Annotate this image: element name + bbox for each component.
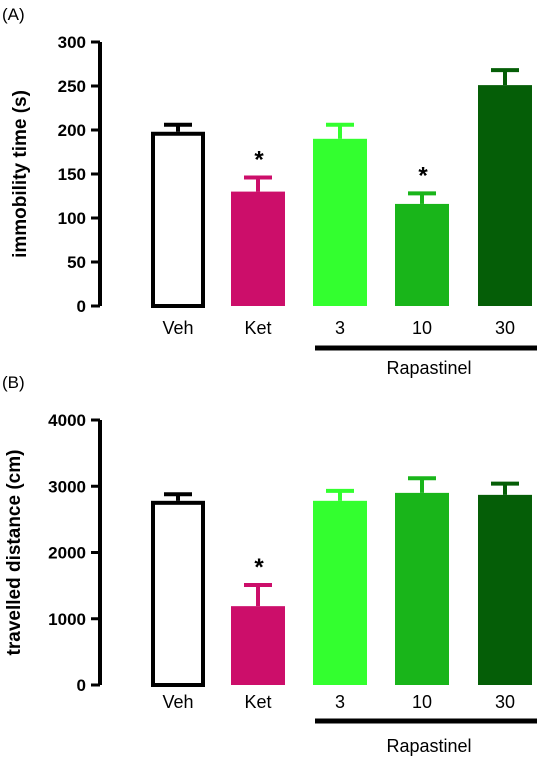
panel-a-bar-10 [395,203,449,306]
panel-a-x-tick-label: Ket [244,318,271,338]
panel-a-y-tick-label: 300 [58,33,86,52]
panel-a-x-tick-label: 3 [335,318,345,338]
panel-b-bar-10 [395,492,449,685]
panel-a-y-tick-label: 200 [58,121,86,140]
panel-b-x-tick-label: Ket [244,692,271,712]
panel-b-label: (B) [2,373,25,392]
panel-b-bar-ket [231,606,285,685]
panel-b-bar-veh [151,500,205,688]
panel-a-bar-30 [478,85,532,307]
panel-a-x-tick-label: 10 [412,318,432,338]
panel-a-significance-star: * [254,147,264,174]
panel-a-y-axis-title: immobility time (s) [10,90,31,258]
panel-a-y-tick-label: 150 [58,165,86,184]
panel-b-y-tick-label: 0 [77,676,86,695]
panel-a-bar-ket [231,191,285,306]
panel-a-significance-star: * [418,162,428,189]
panel-b-group-label: Rapastinel [386,736,471,756]
panel-a-bar-veh [151,131,205,308]
panel-a-y-tick-label: 100 [58,209,86,228]
panel-b-x-tick-label: 3 [335,692,345,712]
panel-b-x-tick-label: 10 [412,692,432,712]
panel-b-y-tick-label: 1000 [48,610,86,629]
panel-a-y-tick-label: 0 [77,297,86,316]
panel-a-y-tick-label: 250 [58,77,86,96]
panel-a-label: (A) [2,5,25,24]
panel-a-y-tick-label: 50 [67,253,86,272]
panel-b-y-tick-label: 4000 [48,411,86,430]
panel-b-x-tick-label: 30 [495,692,515,712]
panel-a-bar-3 [313,138,367,306]
panel-a-x-tick-label: Veh [162,318,193,338]
panel-b-y-tick-label: 2000 [48,544,86,563]
panel-b-bar-3 [313,500,367,685]
panel-a-group-label: Rapastinel [386,358,471,378]
panel-b-y-tick-label: 3000 [48,477,86,496]
panel-b-significance-star: * [254,554,264,581]
panel-a-x-tick-label: 30 [495,318,515,338]
panel-b-y-axis-title: travelled distance (cm) [4,450,25,656]
panel-b-bar-30 [478,494,532,685]
panel-b-x-tick-label: Veh [162,692,193,712]
